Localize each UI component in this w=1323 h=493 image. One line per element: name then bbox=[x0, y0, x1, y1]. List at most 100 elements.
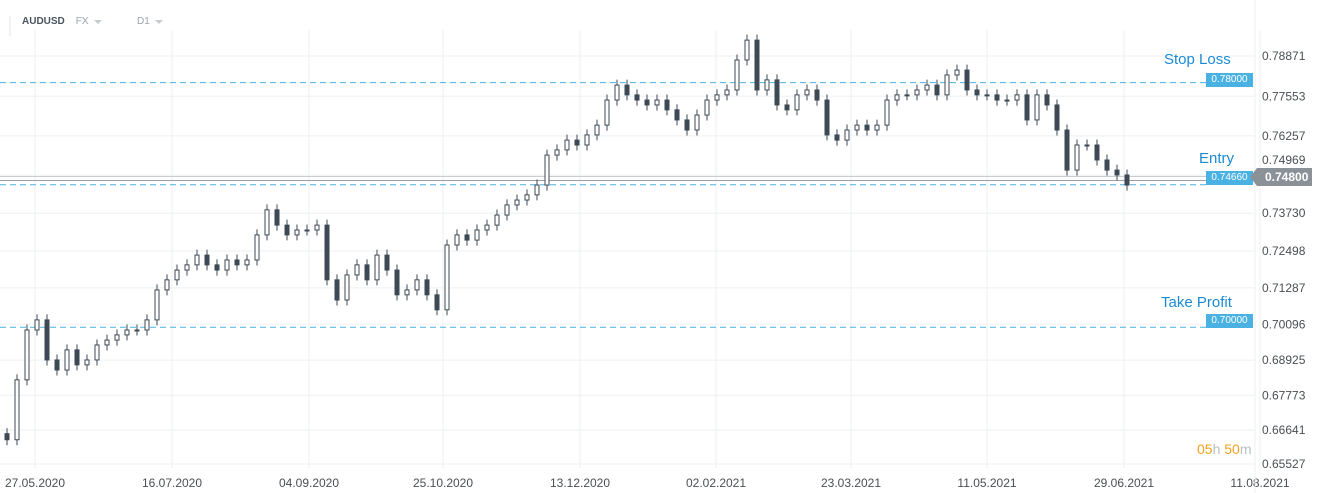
candle bbox=[794, 94, 800, 111]
candle bbox=[914, 89, 920, 96]
candle bbox=[1004, 99, 1010, 102]
timer-minutes: 50 bbox=[1224, 441, 1240, 457]
candle bbox=[494, 214, 500, 226]
candle bbox=[144, 319, 150, 331]
candle bbox=[124, 329, 130, 336]
entry-title: Entry bbox=[1199, 150, 1235, 167]
candle bbox=[184, 264, 190, 271]
candle bbox=[1124, 174, 1130, 186]
candle bbox=[234, 259, 240, 266]
timeframe-selector[interactable]: D1 bbox=[137, 16, 163, 27]
candle bbox=[484, 224, 490, 231]
candle bbox=[964, 69, 970, 91]
candle bbox=[34, 319, 40, 331]
chevron-down-icon bbox=[93, 19, 102, 24]
candle bbox=[244, 259, 250, 266]
candle bbox=[454, 234, 460, 246]
candle bbox=[284, 224, 290, 236]
candle bbox=[74, 349, 80, 366]
candle bbox=[344, 274, 350, 301]
candle bbox=[154, 289, 160, 321]
candle bbox=[94, 344, 100, 361]
candle bbox=[894, 94, 900, 101]
timer-h-unit: h bbox=[1212, 441, 1221, 457]
candle bbox=[194, 254, 200, 266]
x-tick-label: 16.07.2020 bbox=[142, 476, 202, 490]
candle bbox=[274, 209, 280, 226]
candle bbox=[654, 99, 660, 106]
candle bbox=[624, 84, 630, 96]
x-tick-label: 23.03.2021 bbox=[821, 476, 881, 490]
stop-loss-title: Stop Loss bbox=[1164, 51, 1231, 68]
candle bbox=[404, 289, 410, 296]
x-tick-label: 11.08.2021 bbox=[1230, 476, 1289, 490]
candle bbox=[1034, 94, 1040, 121]
take-profit-title: Take Profit bbox=[1161, 294, 1232, 311]
candle bbox=[1094, 144, 1100, 161]
candle bbox=[954, 69, 960, 76]
y-tick-label: 0.68925 bbox=[1262, 353, 1306, 367]
candle bbox=[324, 224, 330, 281]
candle bbox=[254, 234, 260, 261]
candle bbox=[464, 234, 470, 241]
candle bbox=[384, 254, 390, 271]
candle bbox=[414, 279, 420, 291]
candle bbox=[24, 329, 30, 381]
candle bbox=[744, 39, 750, 61]
candle bbox=[854, 124, 860, 131]
y-tick-label: 0.76257 bbox=[1262, 129, 1306, 143]
candle bbox=[1074, 144, 1080, 171]
entry-tag[interactable]: 0.74660 bbox=[1206, 171, 1253, 185]
candle bbox=[544, 154, 550, 186]
candle bbox=[554, 149, 560, 156]
candle bbox=[524, 194, 530, 201]
candle bbox=[1114, 169, 1120, 176]
x-tick-label: 27.05.2020 bbox=[5, 476, 65, 490]
candle bbox=[474, 229, 480, 241]
market-label: FX bbox=[75, 16, 89, 27]
candle bbox=[644, 99, 650, 106]
y-tick-label: 0.77553 bbox=[1262, 89, 1306, 103]
candle bbox=[114, 334, 120, 341]
candle bbox=[1014, 94, 1020, 101]
candle bbox=[934, 84, 940, 96]
candle bbox=[44, 319, 50, 361]
symbol-selector[interactable]: AUDUSD FX bbox=[22, 16, 102, 27]
candle bbox=[364, 264, 370, 281]
candle bbox=[104, 339, 110, 346]
candle bbox=[614, 84, 620, 101]
candle bbox=[664, 99, 670, 111]
candle bbox=[4, 433, 10, 441]
candle bbox=[974, 89, 980, 96]
candle bbox=[164, 279, 170, 291]
candle bbox=[304, 229, 310, 232]
candle bbox=[1044, 94, 1050, 106]
candle bbox=[224, 259, 230, 271]
candle bbox=[64, 349, 70, 371]
candle bbox=[204, 254, 210, 266]
candle bbox=[844, 129, 850, 141]
candle bbox=[574, 139, 580, 146]
candle bbox=[924, 84, 930, 91]
candle bbox=[1064, 129, 1070, 171]
current-price-tag: 0.74800 bbox=[1249, 168, 1313, 186]
candle-timer: 05h 50m bbox=[1197, 441, 1252, 457]
candle bbox=[834, 134, 840, 141]
candle bbox=[884, 99, 890, 126]
candle bbox=[214, 264, 220, 271]
candle bbox=[134, 329, 140, 332]
candle bbox=[764, 79, 770, 91]
candle bbox=[584, 134, 590, 146]
candle bbox=[754, 39, 760, 91]
candle bbox=[354, 264, 360, 276]
take-profit-tag[interactable]: 0.70000 bbox=[1206, 314, 1253, 328]
candle bbox=[564, 139, 570, 151]
x-tick-label: 13.12.2020 bbox=[550, 476, 610, 490]
candle bbox=[694, 114, 700, 131]
timer-hours: 05 bbox=[1197, 441, 1213, 457]
candle bbox=[394, 269, 400, 296]
y-tick-label: 0.66641 bbox=[1262, 423, 1306, 437]
candle bbox=[1104, 159, 1110, 171]
stop-loss-tag[interactable]: 0.78000 bbox=[1206, 73, 1253, 87]
